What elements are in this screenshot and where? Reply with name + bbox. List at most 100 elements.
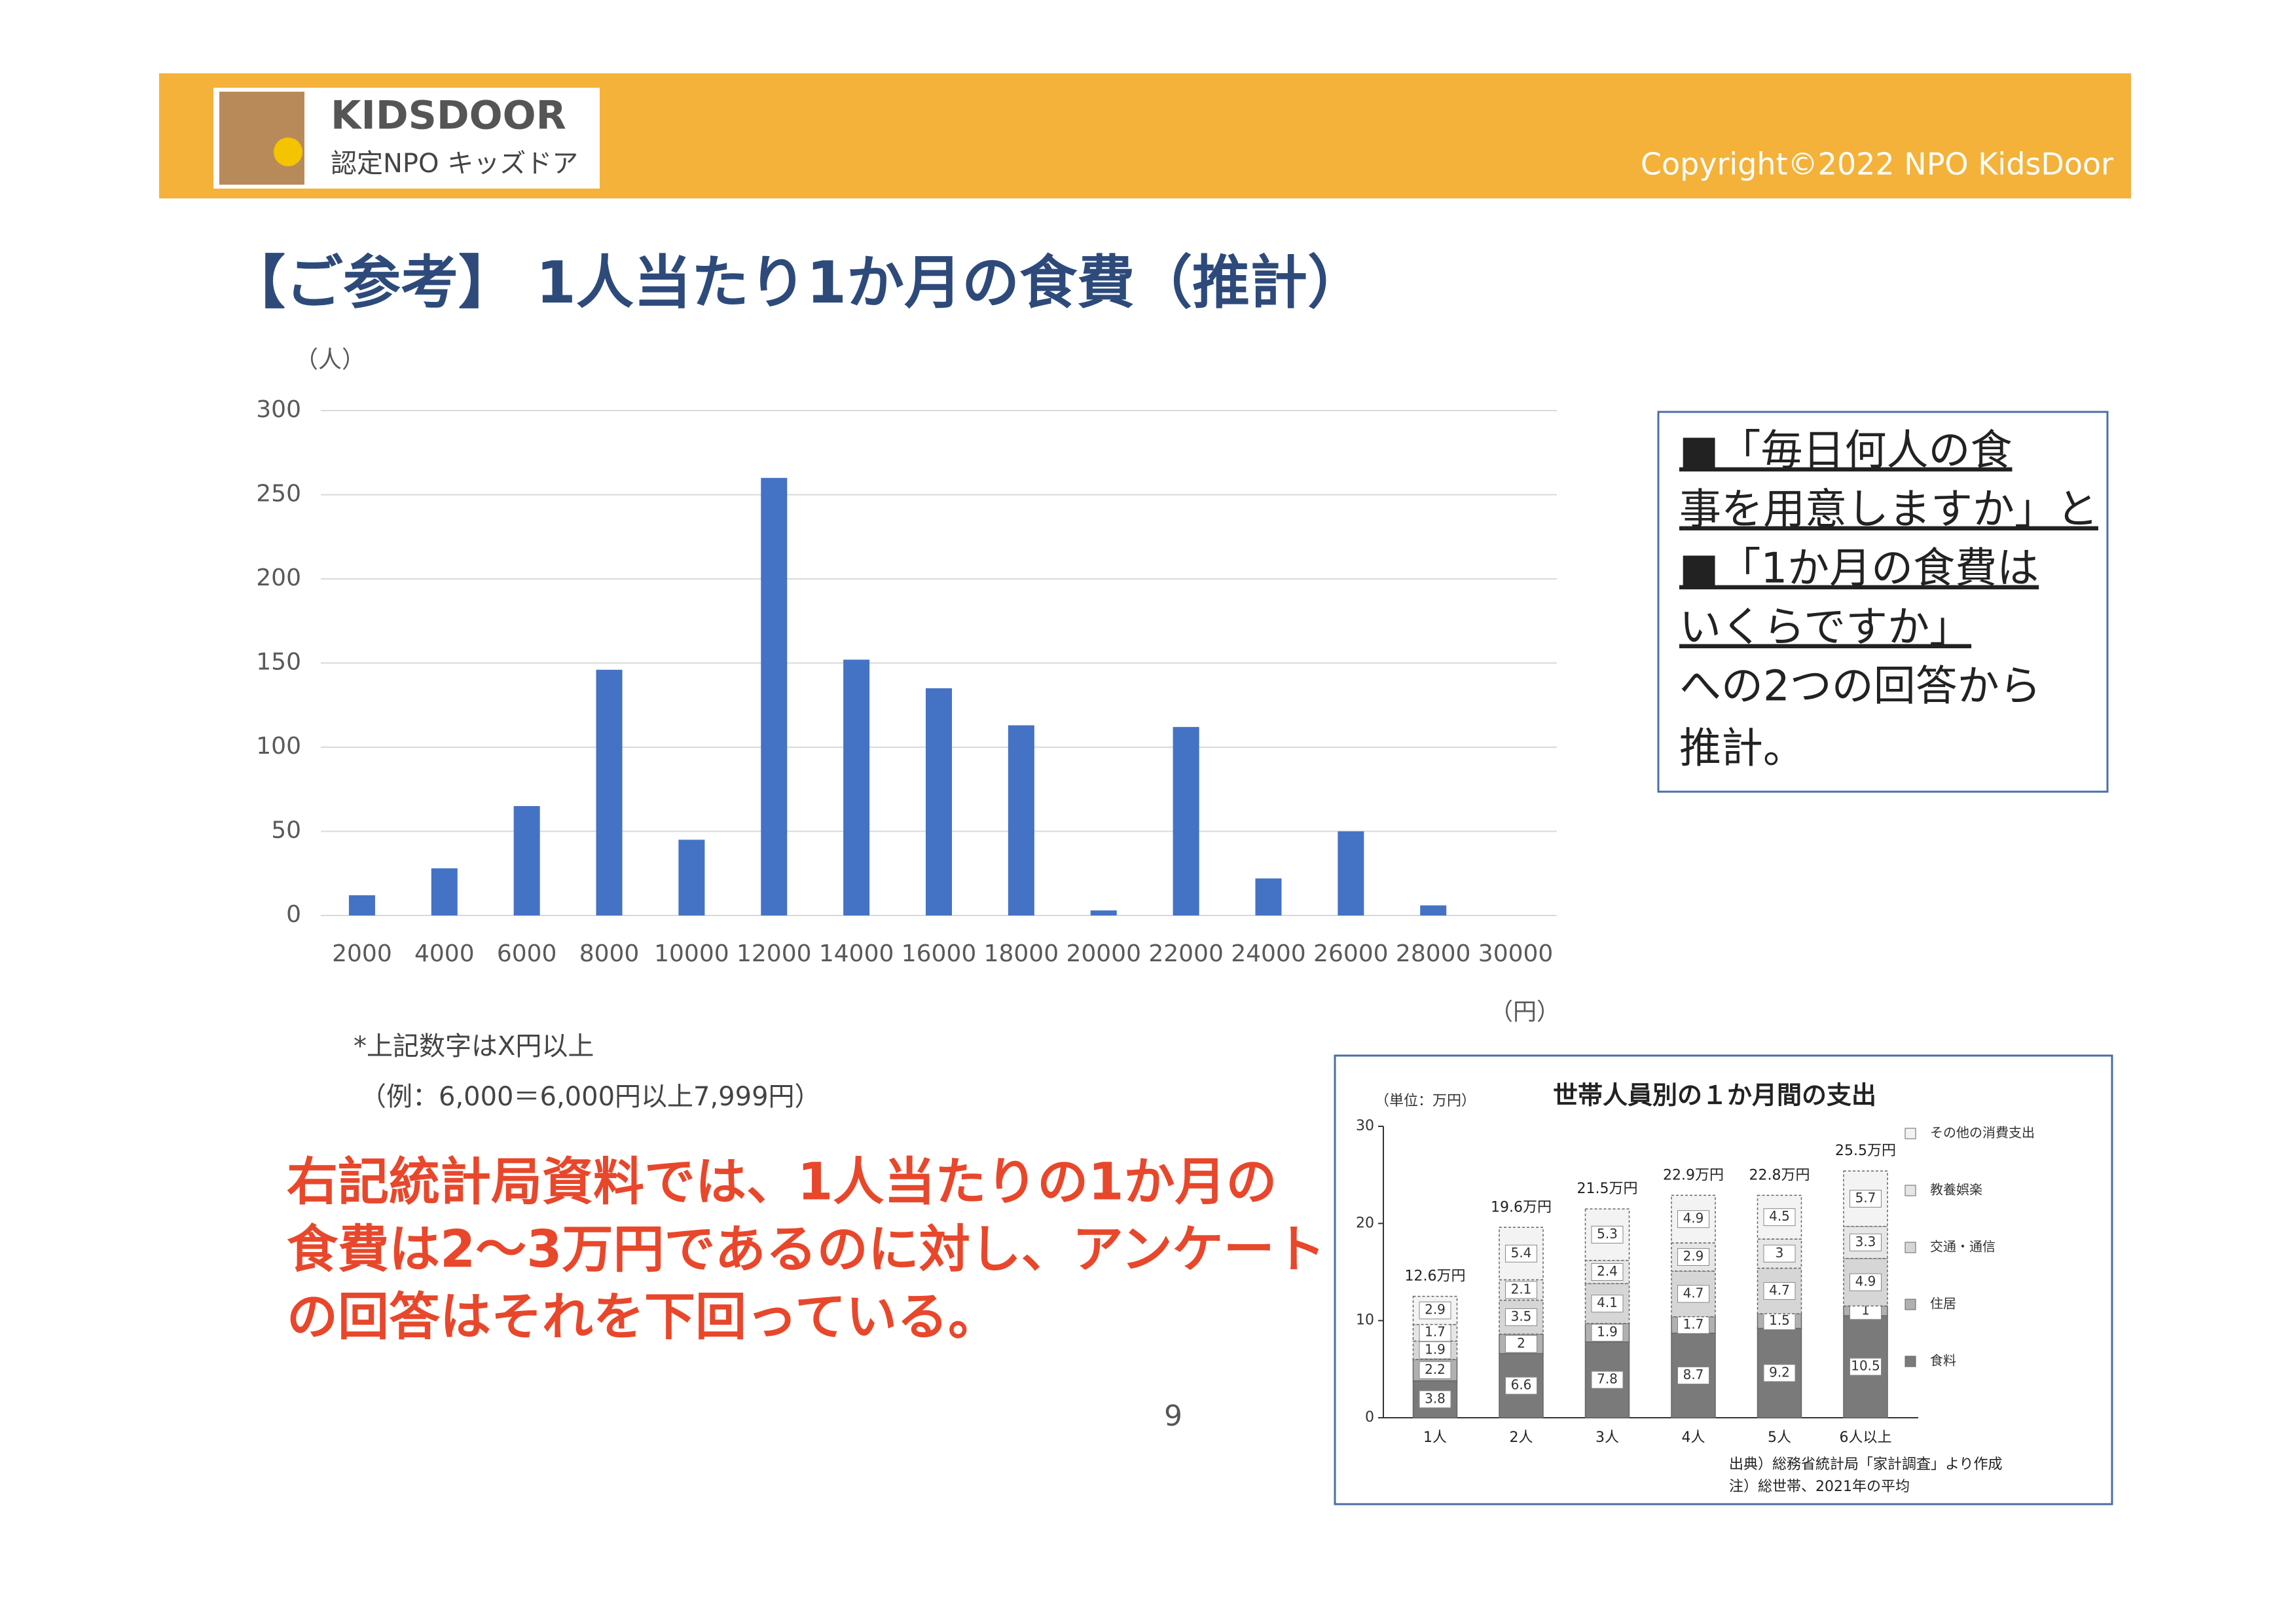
segment-label: 4.7 xyxy=(1683,1285,1704,1301)
x-tick-label: 24000 xyxy=(1231,940,1306,967)
unit-label: （単位：万円） xyxy=(1375,1093,1476,1109)
legend-swatch xyxy=(1904,1299,1916,1310)
callout-line: 推計。 xyxy=(1679,725,1805,773)
logo-title: KIDSDOOR xyxy=(331,93,566,139)
segment-label: 2.9 xyxy=(1425,1302,1446,1318)
segment-label: 4.9 xyxy=(1855,1274,1876,1289)
logo-subtitle: 認定NPO キッズドア xyxy=(331,149,578,179)
x-tick-label: 3人 xyxy=(1595,1430,1619,1446)
callout-line: いくらですか」 xyxy=(1679,604,1971,652)
segment-label-bg xyxy=(1419,1390,1451,1409)
segment-label-bg xyxy=(1419,1341,1451,1359)
segment-label-bg xyxy=(1591,1225,1624,1244)
note: *上記数字はX円以上 xyxy=(354,1031,594,1061)
y-axis-label: （人） xyxy=(295,346,365,373)
bar xyxy=(1173,727,1199,915)
bar xyxy=(843,659,870,915)
y-tick-label: 10 xyxy=(1356,1312,1374,1329)
bar xyxy=(1338,831,1364,915)
bar xyxy=(1420,905,1447,915)
x-tick-label: 2人 xyxy=(1510,1430,1533,1446)
conclusion-line: の回答はそれを下回っている。 xyxy=(287,1287,999,1346)
segment-label-bg xyxy=(1850,1273,1882,1291)
segment-label: 2.2 xyxy=(1425,1361,1446,1377)
segment-label-bg xyxy=(1591,1263,1624,1281)
copyright: Copyright©2022 NPO KidsDoor xyxy=(1641,147,2113,182)
segment-label-bg xyxy=(1850,1190,1882,1208)
segment-label: 2.9 xyxy=(1683,1248,1704,1264)
y-tick-label: 0 xyxy=(1365,1409,1374,1426)
x-tick-label: 8000 xyxy=(579,940,640,967)
callout-line: への2つの回答から xyxy=(1679,663,2041,711)
segment-label-bg xyxy=(1419,1301,1451,1320)
chart2-box xyxy=(1334,1054,2113,1505)
slide-title: 【ご参考】 1人当たり1か月の食費（推計） xyxy=(228,249,1365,316)
callout-line: ■「1か月の食費は xyxy=(1679,545,2039,593)
segment-label-bg xyxy=(1763,1282,1796,1300)
legend-swatch xyxy=(1904,1185,1916,1196)
callout-box xyxy=(1657,411,2109,793)
x-tick-label: 12000 xyxy=(737,940,812,967)
segment-label-bg xyxy=(1850,1357,1882,1376)
legend-swatch xyxy=(1904,1242,1916,1253)
legend-swatch xyxy=(1904,1356,1916,1367)
total-label: 21.5万円 xyxy=(1577,1181,1638,1197)
segment-label: 7.8 xyxy=(1597,1371,1618,1387)
segment-label-bg xyxy=(1763,1312,1796,1330)
x-tick-label: 18000 xyxy=(984,940,1059,967)
segment-label: 1.7 xyxy=(1683,1316,1704,1332)
y-tick-label: 20 xyxy=(1356,1215,1374,1231)
legend-label: その他の消費支出 xyxy=(1930,1125,2035,1141)
segment-label-bg xyxy=(1505,1308,1537,1326)
segment-label: 1.9 xyxy=(1597,1324,1618,1340)
segment-label-bg xyxy=(1505,1244,1537,1263)
segment-label-bg xyxy=(1763,1244,1796,1263)
bar xyxy=(1255,878,1282,915)
bar xyxy=(926,688,952,915)
segment-label: 9.2 xyxy=(1769,1364,1790,1380)
x-tick-label: 10000 xyxy=(654,940,729,967)
segment-label-bg xyxy=(1677,1248,1709,1266)
chart-title: 世帯人員別の１か月間の支出 xyxy=(1553,1081,1876,1110)
bar xyxy=(1008,725,1034,915)
segment-label: 4.5 xyxy=(1769,1208,1790,1224)
total-label: 12.6万円 xyxy=(1405,1268,1466,1285)
x-tick-label: 28000 xyxy=(1396,940,1471,967)
segment-label: 2 xyxy=(1517,1335,1525,1351)
bar xyxy=(596,669,623,915)
segment-label-bg xyxy=(1677,1210,1709,1228)
segment-label: 1.9 xyxy=(1425,1341,1446,1357)
source-note: 注）総世帯、2021年の平均 xyxy=(1729,1479,1910,1495)
segment-label-bg xyxy=(1850,1233,1882,1251)
logo-chick xyxy=(274,138,302,166)
segment-label: 3 xyxy=(1776,1245,1784,1261)
segment-label-bg xyxy=(1591,1323,1624,1342)
total-label: 25.5万円 xyxy=(1835,1143,1896,1159)
x-axis-label: （円） xyxy=(1489,999,1560,1025)
conclusion-line: 食費は2～3万円であるのに対し、アンケート xyxy=(287,1220,1326,1279)
bar xyxy=(348,895,375,915)
x-tick-label: 14000 xyxy=(819,940,894,967)
bar xyxy=(431,868,458,915)
conclusion-line: 右記統計局資料では、1人当たりの1か月の xyxy=(287,1153,1277,1211)
callout-line: 事を用意しますか」と xyxy=(1679,486,2098,534)
legend-label: 教養娯楽 xyxy=(1930,1182,1982,1198)
x-tick-label: 6人以上 xyxy=(1840,1430,1892,1446)
legend-label: 食料 xyxy=(1930,1353,1956,1369)
segment-label-bg xyxy=(1677,1316,1709,1334)
segment-label: 4.1 xyxy=(1597,1295,1618,1310)
y-tick-label: 250 xyxy=(256,481,301,507)
x-tick-label: 4000 xyxy=(414,940,475,967)
segment-label-bg xyxy=(1419,1323,1451,1342)
y-tick-label: 100 xyxy=(256,733,301,760)
source-note: 出典）総務省統計局「家計調査」より作成 xyxy=(1729,1456,2003,1473)
segment-label: 2.1 xyxy=(1511,1281,1532,1297)
segment-label-bg xyxy=(1505,1335,1537,1353)
x-tick-label: 26000 xyxy=(1313,940,1389,967)
x-tick-label: 6000 xyxy=(497,940,557,967)
legend-label: 住居 xyxy=(1930,1296,1956,1312)
x-tick-label: 1人 xyxy=(1423,1430,1447,1446)
total-label: 22.9万円 xyxy=(1663,1167,1724,1183)
segment-label: 4.7 xyxy=(1769,1282,1790,1298)
y-tick-label: 300 xyxy=(256,396,301,423)
